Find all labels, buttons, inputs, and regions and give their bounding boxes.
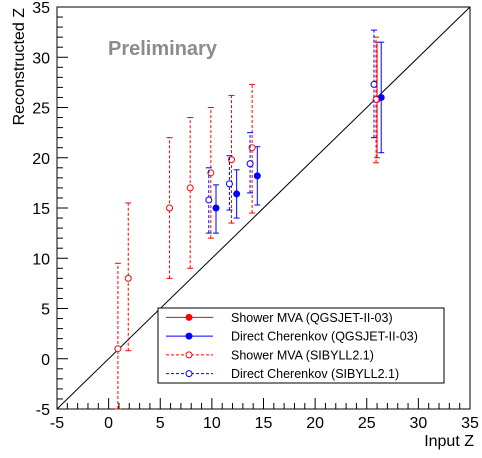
data-point <box>186 184 194 192</box>
legend-box <box>157 307 445 384</box>
y-tick-label: 10 <box>32 251 50 268</box>
x-tick-label: 35 <box>461 415 479 432</box>
x-tick-label: 0 <box>104 415 113 432</box>
y-tick-label: 20 <box>32 151 50 168</box>
series-1 <box>212 41 385 234</box>
data-point <box>205 196 213 204</box>
y-tick-label: 5 <box>41 302 50 319</box>
y-tick-label: 15 <box>32 201 50 218</box>
data-point <box>114 345 122 353</box>
data-point <box>124 274 132 282</box>
y-tick-label: 30 <box>32 50 50 67</box>
data-point <box>253 172 261 180</box>
preliminary-annotation: Preliminary <box>108 38 218 60</box>
series-3 <box>205 29 378 234</box>
legend-swatch-marker <box>185 313 193 321</box>
series-layer <box>114 29 385 410</box>
data-point <box>246 160 254 168</box>
legend-swatch-marker <box>185 332 193 340</box>
legend-entry-label: Shower MVA (SIBYLL2.1) <box>231 348 374 362</box>
legend: Shower MVA (QGSJET-II-03) Direct Cherenko… <box>157 307 445 384</box>
x-tick-label: 25 <box>358 415 376 432</box>
data-point <box>372 95 380 103</box>
data-point <box>166 204 174 212</box>
data-point <box>207 169 215 177</box>
x-tick-label: 5 <box>156 415 165 432</box>
axis-layer: -5 0 5 10 15 20 25 30 35 -5 0 5 10 15 20 25 30 35 <box>32 0 479 432</box>
x-tick-label: -5 <box>50 415 64 432</box>
legend-entry-label: Shower MVA (QGSJET-II-03) <box>231 311 393 325</box>
legend-entry-label: Direct Cherenkov (SIBYLL2.1) <box>231 367 399 381</box>
y-tick-label: -5 <box>36 402 50 419</box>
data-point <box>227 156 235 164</box>
y-tick-label: 25 <box>32 101 50 118</box>
y-tick-label: 35 <box>32 0 50 17</box>
data-point <box>233 190 241 198</box>
x-tick-label: 15 <box>255 415 273 432</box>
x-tick-label: 30 <box>409 415 427 432</box>
reference-diagonal-line <box>56 6 471 410</box>
data-point <box>225 180 233 188</box>
y-axis-title: Reconstructed Z <box>11 8 28 126</box>
y-tick-label: 0 <box>41 352 50 369</box>
legend-entry-label: Direct Cherenkov (QGSJET-II-03) <box>231 330 418 344</box>
data-point <box>212 204 220 212</box>
data-point <box>248 144 256 152</box>
data-point <box>370 80 378 88</box>
reference-line-layer <box>56 6 471 410</box>
x-tick-label: 20 <box>306 415 324 432</box>
series-2 <box>114 36 380 410</box>
legend-swatch-marker <box>185 351 193 359</box>
x-tick-label: 10 <box>203 415 221 432</box>
x-axis-title: Input Z <box>424 433 474 450</box>
legend-swatch-marker <box>185 370 193 378</box>
